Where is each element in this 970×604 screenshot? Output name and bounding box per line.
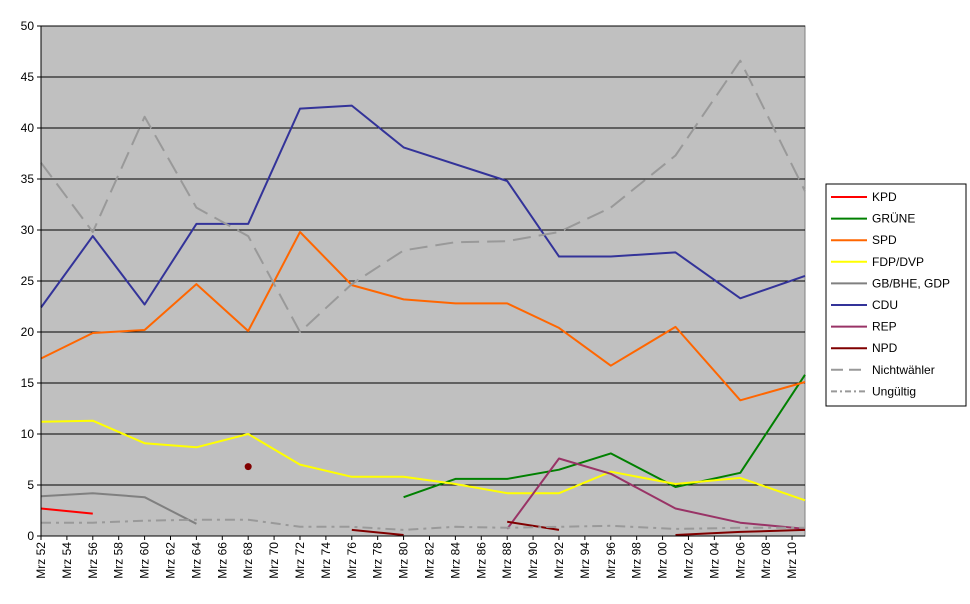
legend-label-kpd: KPD: [872, 190, 897, 204]
x-tick-label: Mrz 86: [474, 542, 488, 579]
x-tick-label: Mrz 10: [785, 542, 799, 579]
y-tick-label: 35: [21, 172, 35, 186]
y-tick-label: 5: [27, 478, 34, 492]
series-line-gb-bhe-gdp: [40, 492, 197, 525]
x-tick-label: Mrz 04: [707, 542, 721, 579]
series-line-cdu: [40, 104, 806, 309]
x-tick-label: Mrz 68: [241, 542, 255, 579]
x-tick-label: Mrz 06: [733, 542, 747, 579]
y-tick-label: 50: [21, 19, 35, 33]
x-tick-label: Mrz 74: [319, 542, 333, 579]
y-tick-label: 0: [27, 529, 34, 543]
legend-label-grüne: GRÜNE: [872, 212, 915, 226]
series-line-fdp-dvp: [40, 419, 806, 502]
legend-label-npd: NPD: [872, 341, 898, 355]
legend-label-fdp-dvp: FDP/DVP: [872, 255, 924, 269]
legend-label-cdu: CDU: [872, 298, 898, 312]
series-line-nichtwähler: [40, 59, 806, 333]
x-tick-label: Mrz 88: [500, 542, 514, 579]
series-line-npd: [507, 520, 560, 531]
series-line-spd: [40, 231, 806, 402]
x-tick-label: Mrz 72: [293, 542, 307, 579]
series-line-npd: [351, 528, 404, 536]
y-tick-label: 20: [21, 325, 35, 339]
x-tick-label: Mrz 08: [759, 542, 773, 579]
series-line-grüne: [403, 374, 806, 499]
legend-label-ungültig: Ungültig: [872, 384, 916, 398]
x-tick-label: Mrz 80: [397, 542, 411, 579]
x-tick-label: Mrz 84: [448, 542, 462, 579]
legend-label-gb-bhe-gdp: GB/BHE, GDP: [872, 276, 950, 290]
y-tick-label: 10: [21, 427, 35, 441]
x-tick-label: Mrz 82: [422, 542, 436, 579]
series-marker-npd: [244, 463, 252, 471]
x-axis-ticks: Mrz 52 Mrz 54 Mrz 56 Mrz 58 Mrz 60 Mrz 62 Mrz …: [34, 536, 799, 579]
x-tick-label: Mrz 92: [552, 542, 566, 579]
x-tick-label: Mrz 58: [112, 542, 126, 579]
x-tick-label: Mrz 00: [656, 542, 670, 579]
x-tick-label: Mrz 66: [215, 542, 229, 579]
series-line-kpd: [40, 507, 93, 515]
x-tick-label: Mrz 56: [86, 542, 100, 579]
legend-label-rep: REP: [872, 320, 897, 334]
x-tick-label: Mrz 90: [526, 542, 540, 579]
x-tick-label: Mrz 62: [163, 542, 177, 579]
x-tick-label: Mrz 54: [60, 542, 74, 579]
series-line-rep: [506, 457, 806, 530]
x-tick-label: Mrz 70: [267, 542, 281, 579]
y-tick-label: 30: [21, 223, 35, 237]
y-tick-label: 25: [21, 274, 35, 288]
y-tick-label: 45: [21, 70, 35, 84]
legend-label-spd: SPD: [872, 233, 897, 247]
x-tick-label: Mrz 02: [681, 542, 695, 579]
series-line-npd: [675, 528, 806, 536]
x-tick-label: Mrz 60: [138, 542, 152, 579]
x-tick-label: Mrz 78: [371, 542, 385, 579]
legend-label-nichtwähler: Nichtwähler: [872, 363, 935, 377]
legend: KPD GRÜNE SPD FDP/DVP GB/BHE, GDP CDU REP NPD Ni…: [825, 183, 967, 407]
x-tick-label: Mrz 52: [34, 542, 48, 579]
series-line-ungültig: [41, 518, 805, 531]
y-tick-label: 15: [21, 376, 35, 390]
y-axis-ticks: 0 5 10 15 20 25 30 35 40 45 50: [21, 19, 41, 543]
x-tick-label: Mrz 98: [630, 542, 644, 579]
x-tick-label: Mrz 94: [578, 542, 592, 579]
gridlines: [41, 25, 805, 486]
x-tick-label: Mrz 96: [604, 542, 618, 579]
series-layer: [40, 59, 806, 536]
x-tick-label: Mrz 76: [345, 542, 359, 579]
x-tick-label: Mrz 64: [189, 542, 203, 579]
y-tick-label: 40: [21, 121, 35, 135]
